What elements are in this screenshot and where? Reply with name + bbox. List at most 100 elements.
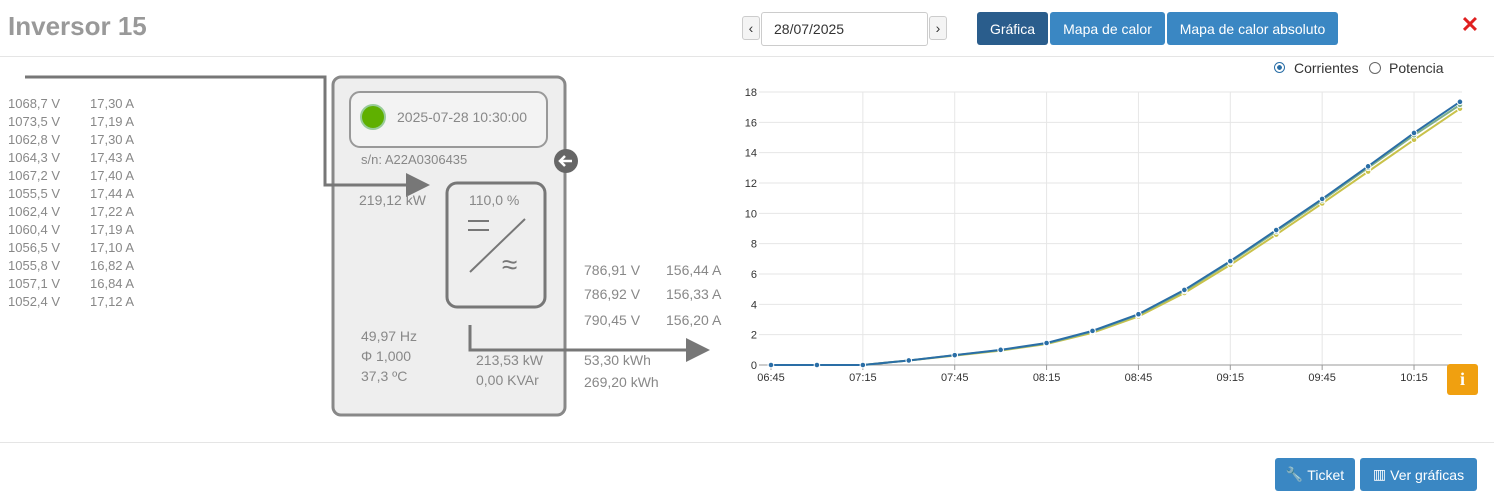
x-tick-label: 08:45 [1125, 372, 1153, 384]
x-tick-label: 07:45 [941, 372, 969, 384]
string-current: 17,10 A [90, 240, 135, 255]
energy: 269,20 kWh [584, 374, 659, 390]
point [997, 346, 1004, 354]
string-current: 17,22 A [90, 204, 135, 219]
x-tick-label: 07:15 [849, 372, 877, 384]
prev-day[interactable]: ‹ [742, 16, 760, 40]
phase-current: 156,33 A [666, 286, 722, 302]
series-line [771, 101, 1461, 366]
point [813, 361, 821, 369]
string-current: 17,19 A [90, 222, 135, 237]
converter-symbol [445, 181, 547, 309]
frequency: 49,97 Hz [361, 328, 418, 344]
point [1364, 163, 1372, 170]
svg-text:≈: ≈ [502, 249, 517, 280]
x-tick-label: 10:15 [1400, 372, 1428, 384]
x-tick-label: 08:15 [1033, 372, 1061, 384]
next-day[interactable]: › [929, 16, 947, 40]
energy: 53,30 kWh [584, 352, 651, 368]
series-line [771, 104, 1461, 366]
point [1456, 98, 1464, 106]
phase-voltage: 790,45 V [584, 312, 641, 328]
info-button[interactable]: i [1447, 364, 1478, 395]
string-current: 16,84 A [90, 276, 135, 291]
string-current: 17,40 A [90, 168, 135, 183]
point [859, 361, 867, 369]
ac-power: 213,53 kW [476, 352, 543, 368]
point [905, 357, 913, 364]
tab-button[interactable]: Mapa de calor [1050, 12, 1165, 45]
string-current: 17,12 A [90, 294, 135, 309]
y-tick-label: 12 [745, 178, 757, 190]
phase-current: 156,44 A [666, 262, 722, 278]
y-tick-label: 8 [751, 239, 757, 251]
timestamp: 2025-07-28 10:30:00 [397, 109, 527, 125]
string-voltage: 1055,5 V [8, 186, 61, 201]
reactive-power: 0,00 KVAr [476, 372, 539, 388]
radio[interactable] [1369, 62, 1381, 74]
point [1410, 129, 1418, 137]
string-voltage: 1062,8 V [8, 132, 61, 147]
string-voltage: 1068,7 V [8, 96, 61, 111]
string-current: 17,30 A [90, 132, 135, 147]
point [1227, 257, 1234, 265]
y-tick-label: 18 [745, 87, 757, 99]
point [1043, 339, 1050, 347]
y-tick-label: 10 [745, 208, 757, 220]
radio[interactable] [1274, 62, 1285, 73]
temperature: 37,3 ºC [361, 368, 408, 384]
title: Inversor 15 [8, 11, 147, 41]
tab-button[interactable]: Gráfica [977, 12, 1048, 45]
charts-button[interactable]: ▥ Ver gráficas [1360, 458, 1477, 491]
string-voltage: 1055,8 V [8, 258, 61, 273]
string-voltage: 1052,4 V [8, 294, 61, 309]
string-voltage: 1064,3 V [8, 150, 61, 165]
serial: s/n: A22A0306435 [361, 152, 468, 167]
point [951, 351, 959, 359]
point [1318, 195, 1326, 203]
point [767, 361, 775, 369]
button-label: Ver gráficas [1390, 466, 1465, 483]
load: 110,0 % [469, 192, 520, 208]
y-tick-label: 14 [745, 148, 757, 160]
series-line [771, 107, 1461, 366]
y-tick-label: 2 [751, 330, 757, 342]
y-tick-label: 16 [745, 117, 757, 129]
point [1089, 327, 1096, 335]
y-tick-label: 4 [751, 299, 757, 311]
phase-voltage: 786,91 V [584, 262, 641, 278]
string-current: 17,43 A [90, 150, 135, 165]
dc-power: 219,12 kW [359, 192, 426, 208]
button-label: Ticket [1307, 466, 1345, 483]
string-voltage: 1057,1 V [8, 276, 61, 291]
point [1181, 286, 1188, 294]
radio-label[interactable]: Corrientes [1294, 60, 1359, 76]
y-tick-label: 6 [751, 269, 757, 281]
point [1272, 226, 1280, 234]
y-tick-label: 0 [751, 360, 757, 372]
string-current: 16,82 A [90, 258, 135, 273]
close[interactable]: ✕ [1460, 12, 1480, 37]
radio-label[interactable]: Potencia [1389, 60, 1444, 76]
string-voltage: 1062,4 V [8, 204, 61, 219]
string-voltage: 1060,4 V [8, 222, 61, 237]
chart: 0 2 4 6 8 10 12 14 16 18 06:45 07:15 07:45 08:15 08:45… [745, 87, 1464, 384]
status-pill [349, 91, 548, 148]
x-tick-label: 09:45 [1308, 372, 1336, 384]
string-current: 17,19 A [90, 114, 135, 129]
power-factor: Φ 1,000 [361, 348, 412, 364]
ticket-button[interactable]: 🔧 Ticket [1275, 458, 1355, 491]
dc-line [25, 75, 430, 197]
string-current: 17,30 A [90, 96, 135, 111]
ac-line [468, 325, 710, 362]
string-voltage: 1056,5 V [8, 240, 61, 255]
string-voltage: 1067,2 V [8, 168, 61, 183]
phase-current: 156,20 A [666, 312, 722, 328]
status-led [360, 104, 386, 130]
point [1135, 310, 1142, 318]
string-current: 17,44 A [90, 186, 135, 201]
phase-voltage: 786,92 V [584, 286, 641, 302]
date-input[interactable]: 28/07/2025 [761, 12, 928, 46]
tab-button[interactable]: Mapa de calor absoluto [1167, 12, 1338, 45]
